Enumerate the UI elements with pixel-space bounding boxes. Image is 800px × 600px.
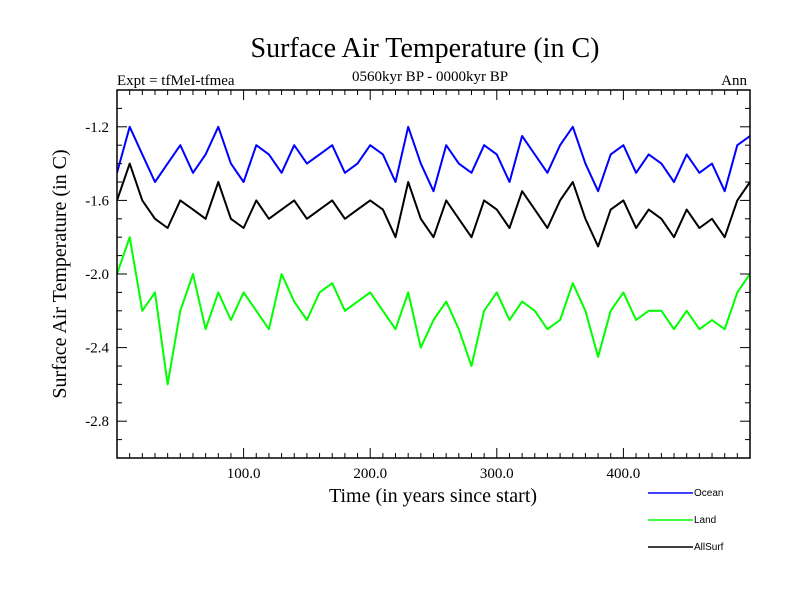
y-tick-label: -1.2 xyxy=(85,120,109,136)
legend-label-land: Land xyxy=(694,515,716,526)
chart-subtitle-center: 0560kyr BP - 0000kyr BP xyxy=(352,69,508,85)
x-axis-label: Time (in years since start) xyxy=(329,485,537,507)
y-tick-label: -1.6 xyxy=(85,193,109,209)
series-line-land xyxy=(117,236,750,386)
plot-area xyxy=(117,125,750,386)
series-layer xyxy=(117,125,750,386)
x-tick-label: 100.0 xyxy=(227,466,261,482)
y-tick-label: -2.0 xyxy=(85,267,109,283)
series-line-ocean xyxy=(117,125,750,193)
y-tick-label: -2.8 xyxy=(85,414,109,430)
legend-label-ocean: Ocean xyxy=(694,488,723,499)
x-tick-label: 200.0 xyxy=(353,466,387,482)
chart-title: Surface Air Temperature (in C) xyxy=(251,33,600,64)
chart-subtitle-left: Expt = tfMeI-tfmea xyxy=(117,73,235,89)
y-axis: -2.8 -2.4 -2.0 -1.6 -1.2 xyxy=(85,107,750,441)
y-axis-label: Surface Air Temperature (in C) xyxy=(49,149,71,398)
x-tick-label: 400.0 xyxy=(607,466,641,482)
legend-label-allsurf: AllSurf xyxy=(694,542,724,553)
series-line-allsurf xyxy=(117,162,750,248)
x-tick-label: 300.0 xyxy=(480,466,514,482)
legend: Ocean Land AllSurf xyxy=(648,488,724,553)
plot-frame xyxy=(116,89,751,459)
x-axis: 100.0 200.0 300.0 400.0 xyxy=(129,90,738,482)
y-tick-label: -2.4 xyxy=(85,341,109,357)
chart-subtitle-right: Ann xyxy=(721,73,747,89)
